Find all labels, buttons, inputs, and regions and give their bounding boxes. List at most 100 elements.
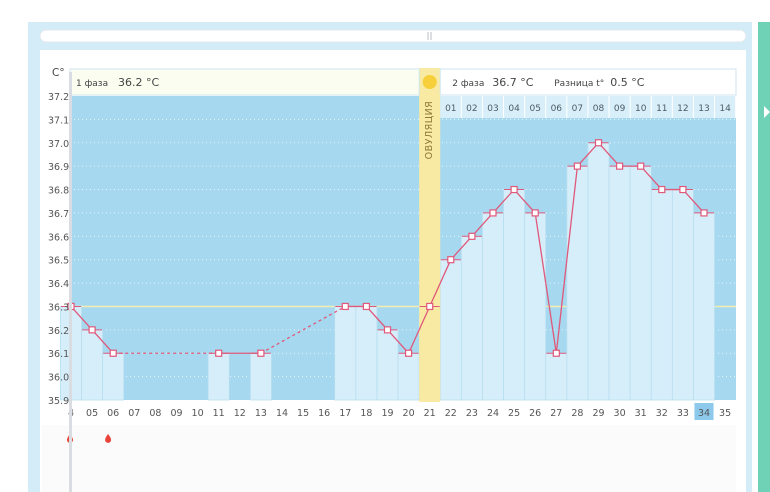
x-tick-label[interactable]: 05 bbox=[86, 408, 98, 419]
difference-value: 0.5 °C bbox=[610, 76, 644, 89]
temperature-point[interactable] bbox=[658, 185, 666, 194]
temperature-bar bbox=[334, 306, 357, 401]
x-tick-label[interactable]: 21 bbox=[424, 408, 436, 419]
horizontal-scrollbar[interactable] bbox=[39, 29, 747, 43]
temperature-point[interactable] bbox=[615, 162, 624, 170]
temperature-line bbox=[492, 189, 515, 214]
cycle-day-number: 06 bbox=[551, 104, 563, 114]
temperature-line bbox=[598, 142, 621, 167]
temperature-bar bbox=[102, 352, 125, 401]
temperature-point[interactable] bbox=[637, 162, 645, 170]
temperature-bar bbox=[587, 142, 610, 401]
x-tick-label[interactable]: 35 bbox=[719, 408, 731, 419]
y-tick-label: 37.0 bbox=[48, 139, 69, 150]
x-tick-label[interactable]: 33 bbox=[677, 408, 689, 419]
x-tick-label[interactable]: 08 bbox=[149, 408, 161, 419]
temperature-point[interactable] bbox=[257, 349, 265, 357]
cycle-day-number: 13 bbox=[698, 104, 709, 114]
cycle-day-number: 07 bbox=[572, 104, 583, 114]
y-tick-label: 36.7 bbox=[48, 209, 69, 220]
x-tick-label[interactable]: 20 bbox=[403, 408, 415, 419]
y-tick-label: 36.5 bbox=[48, 256, 69, 267]
y-tick-label: 36.3 bbox=[48, 302, 69, 313]
temperature-point[interactable] bbox=[489, 209, 497, 217]
temperature-line bbox=[640, 165, 663, 190]
temperature-line bbox=[365, 306, 388, 331]
blood-drop-icon[interactable] bbox=[105, 434, 112, 443]
temperature-point[interactable] bbox=[468, 232, 476, 240]
temperature-point[interactable] bbox=[215, 349, 223, 357]
y-tick-label: 36.1 bbox=[48, 349, 69, 360]
notes-area bbox=[42, 425, 736, 492]
temperature-bar bbox=[482, 212, 504, 401]
temperature-point[interactable] bbox=[594, 139, 603, 147]
x-tick-label[interactable]: 26 bbox=[529, 408, 541, 419]
temperature-line bbox=[576, 142, 599, 167]
temperature-bar bbox=[608, 165, 631, 401]
temperature-point[interactable] bbox=[700, 209, 708, 217]
temperature-point[interactable] bbox=[447, 256, 455, 264]
x-tick-label[interactable]: 06 bbox=[107, 408, 119, 419]
temperature-line bbox=[682, 189, 705, 214]
temperature-bar bbox=[693, 212, 715, 401]
x-tick-label[interactable]: 29 bbox=[592, 408, 604, 419]
x-tick-label[interactable]: 10 bbox=[192, 408, 204, 419]
x-tick-label[interactable]: 09 bbox=[170, 408, 182, 419]
x-tick-label[interactable]: 19 bbox=[381, 408, 393, 419]
temperature-point[interactable] bbox=[531, 209, 539, 217]
temperature-point[interactable] bbox=[383, 326, 392, 334]
temperature-point[interactable] bbox=[573, 162, 582, 170]
temperature-line bbox=[555, 166, 579, 354]
temperature-line bbox=[70, 306, 93, 331]
temperature-bar bbox=[524, 212, 547, 401]
x-tick-label[interactable]: 23 bbox=[466, 408, 478, 419]
temperature-point[interactable] bbox=[679, 185, 687, 194]
y-tick-label: 37.1 bbox=[48, 115, 69, 126]
x-tick-label[interactable]: 18 bbox=[360, 408, 372, 419]
temperature-point[interactable] bbox=[426, 302, 434, 311]
temperature-point[interactable] bbox=[109, 349, 117, 357]
x-tick-label[interactable]: 30 bbox=[614, 408, 626, 419]
temperature-point[interactable] bbox=[362, 302, 370, 311]
x-tick-label[interactable]: 15 bbox=[297, 408, 309, 419]
temperature-bar bbox=[207, 352, 230, 401]
side-panel-toggle[interactable] bbox=[758, 22, 770, 492]
x-tick-label[interactable]: 17 bbox=[339, 408, 351, 419]
x-tick-label[interactable]: 25 bbox=[508, 408, 520, 419]
x-tick-label[interactable]: 28 bbox=[571, 408, 583, 419]
x-tick-label[interactable]: 34 bbox=[698, 408, 710, 419]
temperature-line bbox=[471, 212, 494, 237]
temperature-point[interactable] bbox=[510, 185, 518, 194]
cycle-day-number: 11 bbox=[656, 104, 667, 114]
cycle-day-number: 03 bbox=[487, 104, 498, 114]
x-tick-label[interactable]: 32 bbox=[656, 408, 668, 419]
x-tick-label[interactable]: 27 bbox=[550, 408, 562, 419]
x-tick-label[interactable]: 11 bbox=[213, 408, 225, 419]
y-unit-label: C° bbox=[52, 67, 65, 79]
temperature-point[interactable] bbox=[88, 326, 96, 334]
x-tick-label[interactable]: 31 bbox=[635, 408, 647, 419]
y-tick-label: 36.8 bbox=[48, 186, 69, 197]
cycle-day-number: 02 bbox=[466, 104, 477, 114]
x-tick-label[interactable]: 22 bbox=[445, 408, 457, 419]
x-tick-label[interactable]: 07 bbox=[128, 408, 140, 419]
x-tick-label[interactable]: 13 bbox=[255, 408, 267, 419]
temperature-point[interactable] bbox=[405, 349, 413, 357]
temperature-line-dashed bbox=[260, 305, 346, 354]
temperature-line bbox=[534, 212, 557, 354]
expand-arrow-icon[interactable] bbox=[764, 106, 770, 118]
temperature-point[interactable] bbox=[552, 349, 560, 357]
x-tick-label[interactable]: 16 bbox=[318, 408, 330, 419]
phase2-label: 2 фаза bbox=[452, 79, 484, 89]
temperature-line bbox=[429, 259, 452, 307]
temperature-bar bbox=[355, 306, 378, 401]
temperature-point[interactable] bbox=[341, 302, 349, 311]
x-tick-label[interactable]: 24 bbox=[487, 408, 499, 419]
temperature-line bbox=[387, 329, 410, 354]
ovulation-label: ОВУЛЯЦИЯ bbox=[424, 101, 435, 160]
x-tick-label[interactable]: 14 bbox=[276, 408, 288, 419]
x-tick-label[interactable]: 12 bbox=[234, 408, 246, 419]
temperature-line bbox=[513, 189, 536, 214]
temperature-bar bbox=[545, 352, 568, 401]
